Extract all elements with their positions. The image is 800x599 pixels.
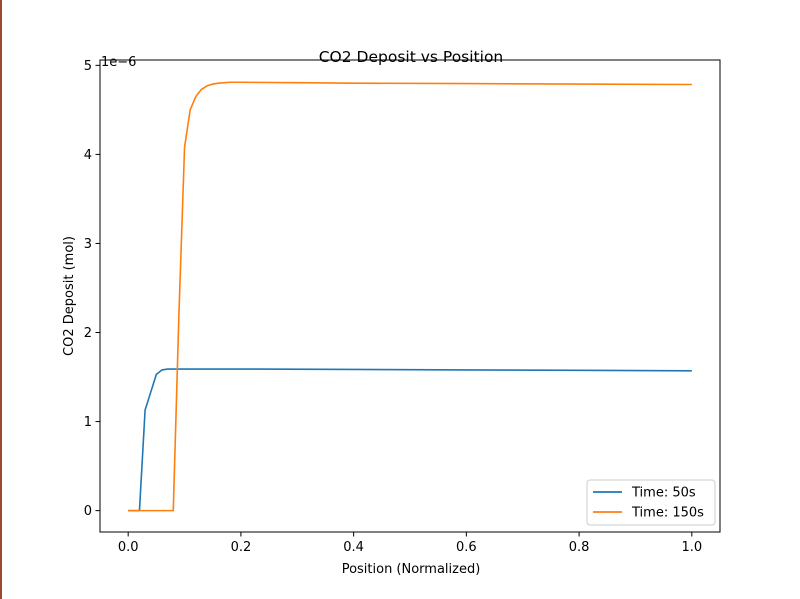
- window-edge: [0, 0, 2, 599]
- y-tick-label: 5: [84, 59, 92, 74]
- y-tick-label: 0: [84, 504, 92, 519]
- y-axis-label: CO2 Deposit (mol): [62, 236, 77, 356]
- legend-label-2: Time: 150s: [631, 506, 704, 521]
- y-tick-label: 2: [84, 326, 92, 341]
- series-line-2: [128, 81, 692, 512]
- y-axis-offset-text: 1e−6: [101, 55, 136, 70]
- series-lines: [128, 81, 692, 512]
- x-tick-label: 1.0: [681, 540, 702, 555]
- plot-frame: [99, 59, 721, 533]
- y-tick-label: 4: [84, 148, 92, 163]
- legend: Time: 50s Time: 150s: [586, 479, 716, 526]
- x-tick-label: 0.0: [118, 540, 139, 555]
- x-axis: 0.0 0.2 0.4 0.6 0.8 1.0: [118, 532, 702, 555]
- x-tick-label: 0.4: [343, 540, 364, 555]
- x-tick-label: 0.6: [456, 540, 477, 555]
- series-line-1: [128, 368, 692, 512]
- y-axis: 0 1 2 3 4 5: [84, 59, 100, 519]
- legend-entries: Time: 50s Time: 150s: [593, 486, 704, 521]
- chart-title: CO2 Deposit vs Position: [319, 48, 504, 66]
- y-tick-label: 3: [84, 237, 92, 252]
- legend-label-1: Time: 50s: [631, 486, 696, 501]
- x-axis-label: Position (Normalized): [342, 562, 481, 577]
- x-tick-label: 0.8: [569, 540, 590, 555]
- y-tick-label: 1: [84, 415, 92, 430]
- x-tick-label: 0.2: [231, 540, 252, 555]
